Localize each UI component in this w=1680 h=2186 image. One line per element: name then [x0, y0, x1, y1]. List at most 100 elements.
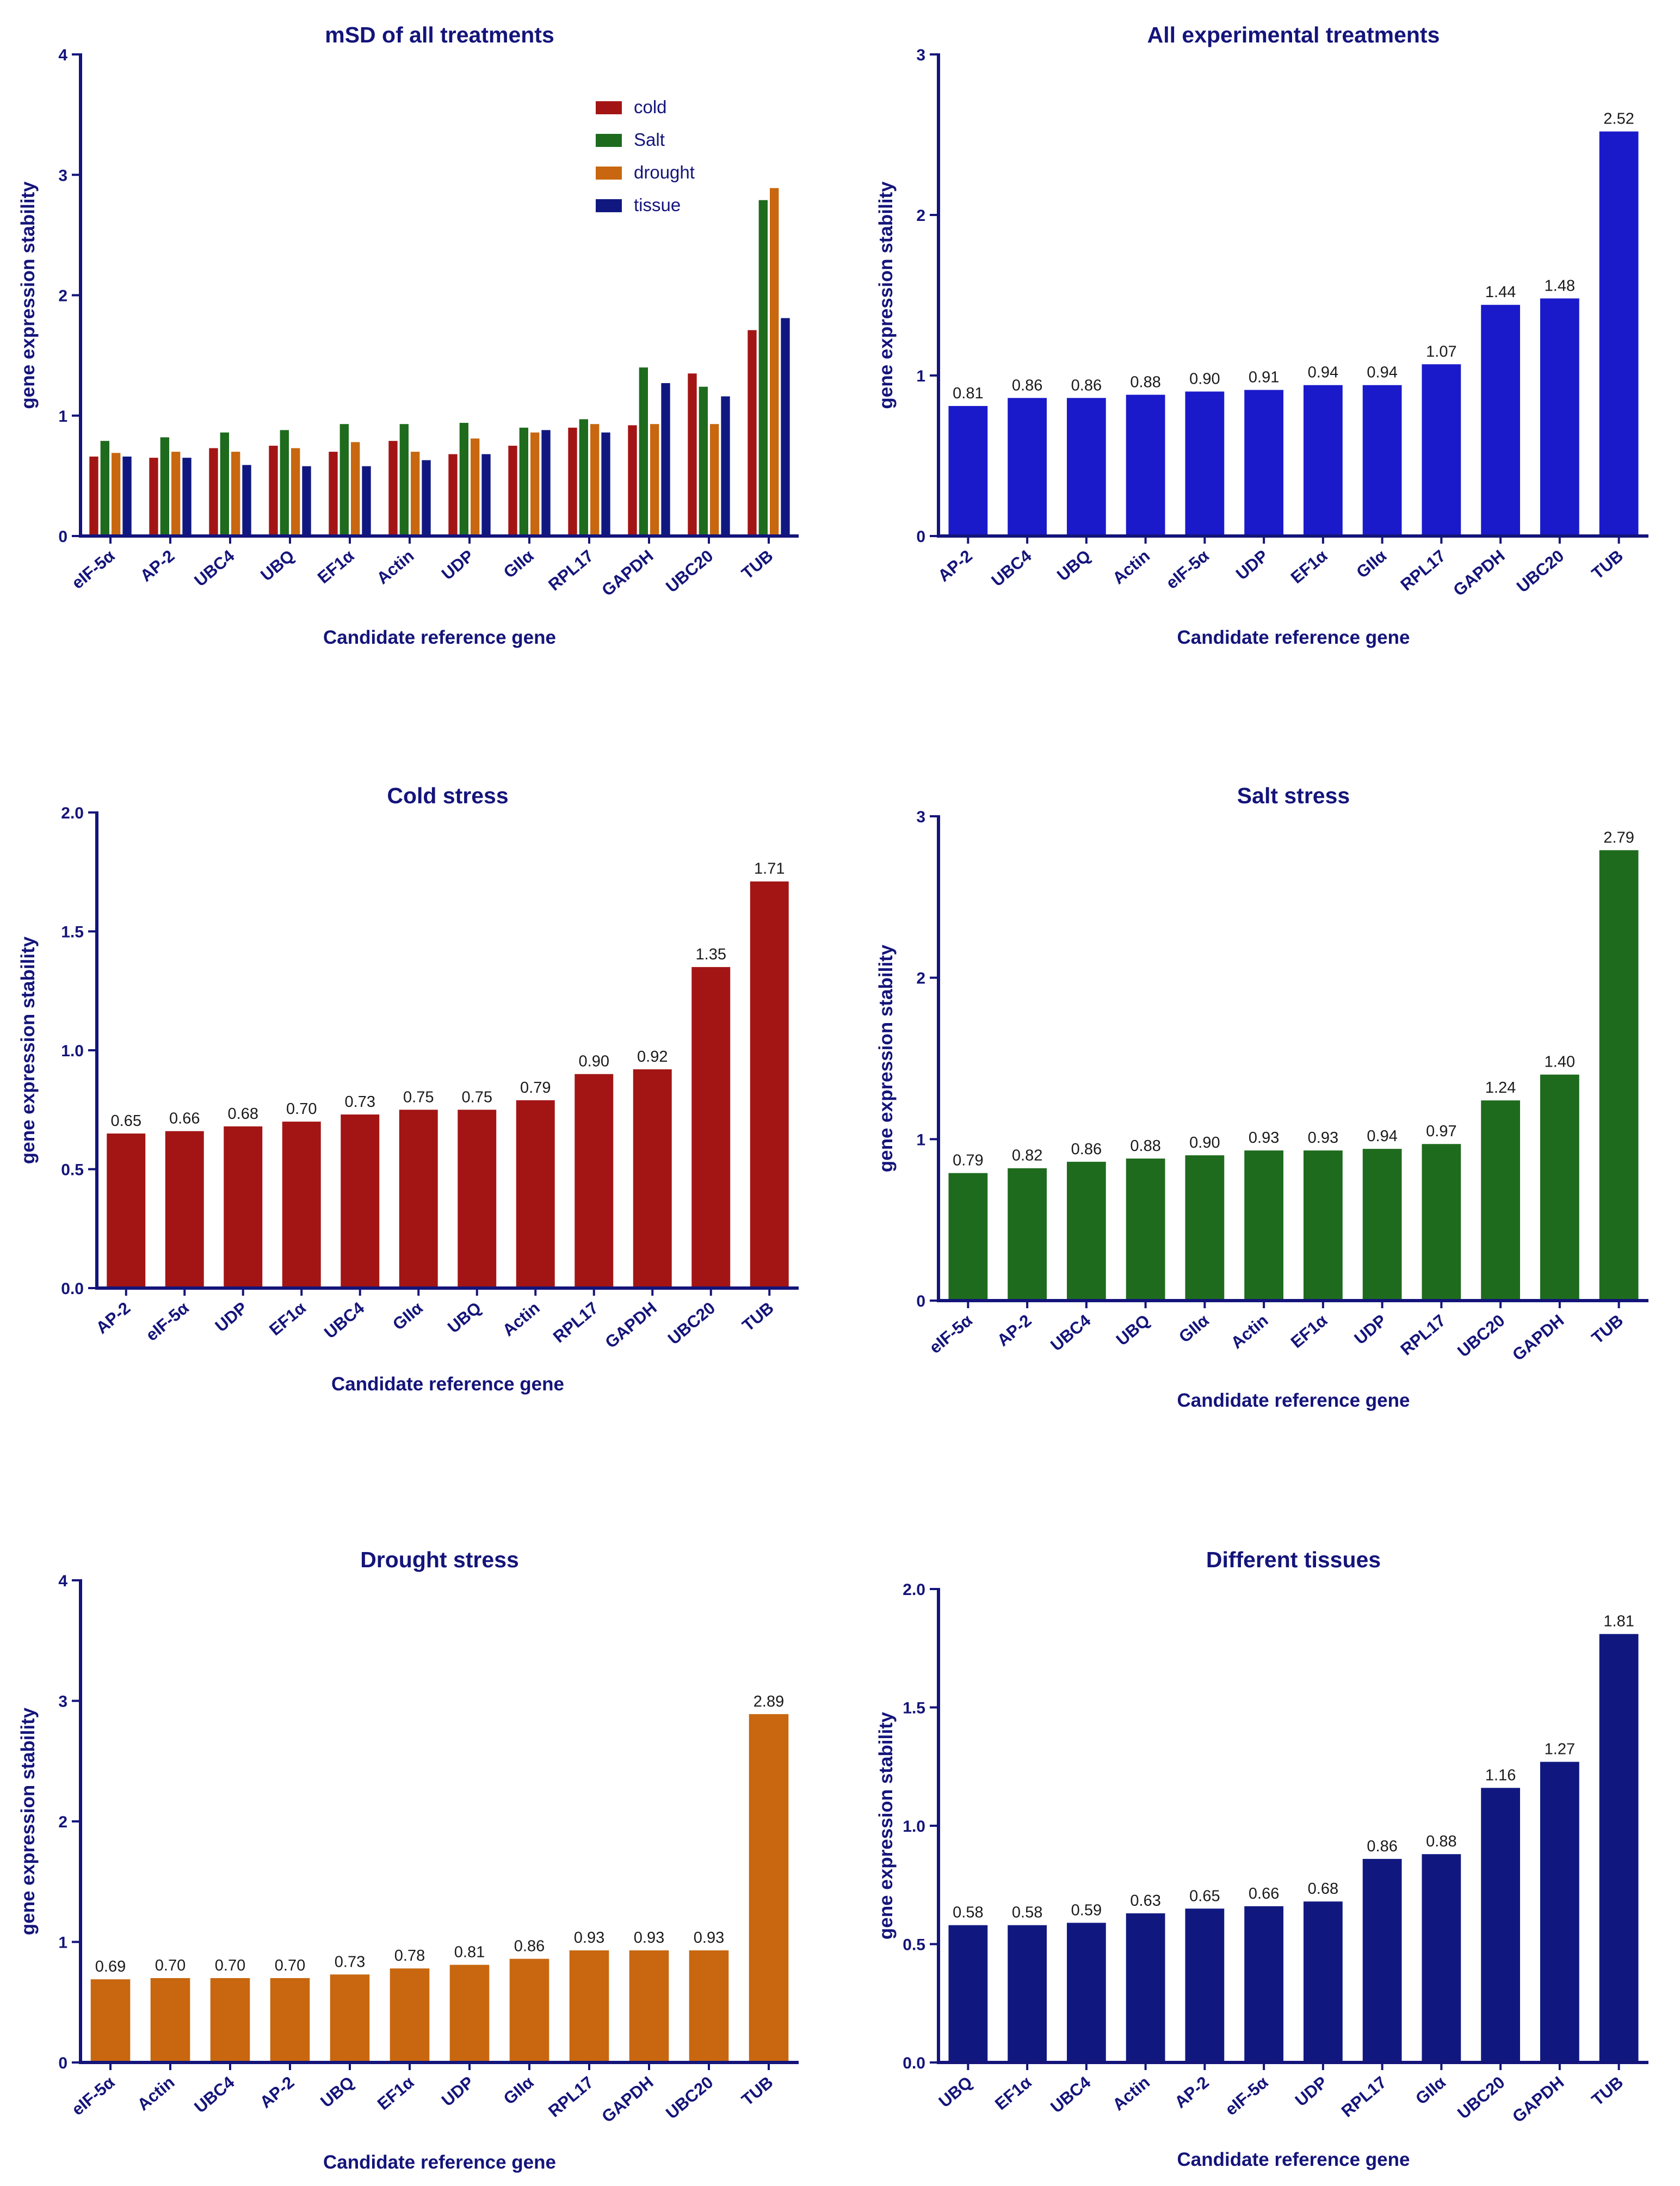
bar-EF1α — [282, 1122, 321, 1288]
category-label: Actin — [1109, 2073, 1153, 2115]
bar-cold-UBC20 — [688, 373, 697, 536]
category-label: eIF-5α — [1162, 546, 1213, 593]
y-tick-label: 0 — [58, 2054, 67, 2072]
y-tick-label: 1 — [58, 408, 67, 426]
bar-cold-TUB — [748, 330, 757, 536]
bar-eIF-5α — [948, 1173, 988, 1301]
category-label: UBC4 — [987, 546, 1035, 590]
category-label: AP-2 — [934, 546, 976, 586]
category-label: UBQ — [317, 2073, 357, 2111]
data-label: 0.90 — [579, 1053, 609, 1070]
bar-TUB — [1599, 131, 1639, 537]
bar-Salt-eIF-5α — [100, 441, 109, 536]
y-tick-label: 1 — [916, 367, 925, 385]
y-axis-label: gene expression stability — [17, 1707, 39, 1935]
bar-RPL17 — [569, 1950, 609, 2062]
category-label: RPL17 — [1338, 2073, 1390, 2121]
chart-all: All experimental treatments gene expressi… — [875, 22, 1648, 648]
chart-salt: Salt stress gene expression stability Cand… — [875, 783, 1648, 1411]
y-tick-label: 0.0 — [903, 2054, 925, 2072]
data-label: 0.66 — [169, 1110, 200, 1128]
bar-GAPDH — [1540, 1074, 1579, 1301]
data-label: 0.92 — [637, 1048, 668, 1066]
data-label: 0.63 — [1130, 1892, 1160, 1910]
y-tick-label: 0 — [58, 528, 67, 546]
category-label: AP-2 — [993, 1311, 1035, 1350]
data-label: 0.94 — [1367, 364, 1397, 381]
data-label: 0.70 — [155, 1957, 186, 1974]
data-label: 0.94 — [1367, 1128, 1397, 1145]
bar-UBC4 — [1008, 398, 1047, 536]
bar-Salt-GAPDH — [639, 367, 648, 536]
data-label: 1.71 — [754, 860, 785, 878]
bar-drought-GAPDH — [650, 424, 659, 536]
data-label: 1.81 — [1603, 1613, 1634, 1630]
data-label: 0.75 — [462, 1088, 492, 1106]
bar-UDP — [1303, 1901, 1343, 2062]
data-label: 0.94 — [1308, 364, 1338, 381]
category-label: GAPDH — [598, 546, 657, 600]
chart-tissue: Different tissues gene expression stabili… — [875, 1547, 1648, 2170]
bar-Actin — [150, 1978, 190, 2062]
category-label: TUB — [738, 1298, 777, 1335]
bar-UDP — [449, 1965, 490, 2062]
category-label: UBQ — [1113, 1311, 1153, 1350]
chart-msd: mSD of all treatments gene expression sta… — [17, 22, 799, 648]
bar-GIIα — [1362, 385, 1402, 536]
category-label: AP-2 — [137, 546, 178, 586]
category-label: GAPDH — [601, 1298, 660, 1352]
bar-tissue-eIF-5α — [122, 456, 132, 536]
category-label: eIF-5α — [68, 2073, 119, 2120]
x-axis-label: Candidate reference gene — [1177, 2149, 1410, 2170]
data-label: 0.82 — [1012, 1147, 1042, 1165]
data-label: 0.86 — [1071, 1141, 1102, 1158]
category-label: UBC20 — [1454, 2073, 1508, 2123]
data-label: 0.97 — [1426, 1123, 1456, 1140]
data-label: 0.73 — [335, 1953, 365, 1971]
bar-Actin — [1244, 1150, 1284, 1301]
data-label: 0.86 — [1071, 377, 1102, 394]
bar-GAPDH — [1540, 1762, 1579, 2062]
y-tick-label: 3 — [916, 46, 925, 64]
data-label: 0.81 — [454, 1944, 485, 1961]
y-tick-label: 2 — [916, 970, 925, 988]
bar-UBQ — [948, 1925, 988, 2062]
category-label: EF1α — [374, 2073, 418, 2114]
x-axis-label: Candidate reference gene — [1177, 627, 1410, 648]
bar-UBC4 — [210, 1978, 250, 2062]
data-label: 1.44 — [1485, 284, 1516, 301]
bar-EF1α — [390, 1968, 430, 2062]
category-label: Actin — [1227, 1311, 1272, 1353]
bar-AP-2 — [107, 1133, 146, 1288]
y-tick-label: 2 — [58, 1813, 67, 1831]
category-label: RPL17 — [549, 1298, 602, 1347]
bar-Salt-UDP — [459, 423, 468, 536]
bar-Salt-Actin — [399, 424, 409, 536]
data-label: 0.58 — [1012, 1904, 1042, 1922]
bar-UBC20 — [1540, 298, 1579, 536]
bar-UBC4 — [1066, 1923, 1106, 2062]
bar-UBC20 — [1481, 1788, 1521, 2062]
bar-RPL17 — [1362, 1858, 1402, 2062]
category-label: TUB — [738, 2073, 776, 2110]
data-label: 1.35 — [696, 946, 726, 963]
bar-eIF-5α — [165, 1131, 204, 1288]
bar-RPL17 — [575, 1074, 614, 1288]
bar-UBQ — [1066, 398, 1106, 536]
x-axis-label: Candidate reference gene — [323, 627, 556, 648]
chart-title: Salt stress — [1237, 783, 1350, 808]
category-label: AP-2 — [1171, 2073, 1213, 2112]
bar-GIIα — [509, 1959, 549, 2062]
data-label: 0.86 — [1367, 1838, 1397, 1855]
bar-GAPDH — [633, 1069, 672, 1288]
category-label: UBC4 — [1047, 1310, 1095, 1355]
data-label: 0.70 — [286, 1100, 317, 1118]
data-label: 1.07 — [1426, 343, 1456, 360]
bar-drought-UBC4 — [231, 452, 240, 536]
bar-GIIα — [399, 1110, 438, 1288]
category-label: Actin — [499, 1298, 543, 1340]
legend-label-drought: drought — [634, 162, 695, 182]
category-label: eIF-5α — [1221, 2073, 1272, 2120]
category-label: UBC4 — [1047, 2072, 1095, 2117]
bar-Salt-EF1α — [339, 424, 349, 536]
